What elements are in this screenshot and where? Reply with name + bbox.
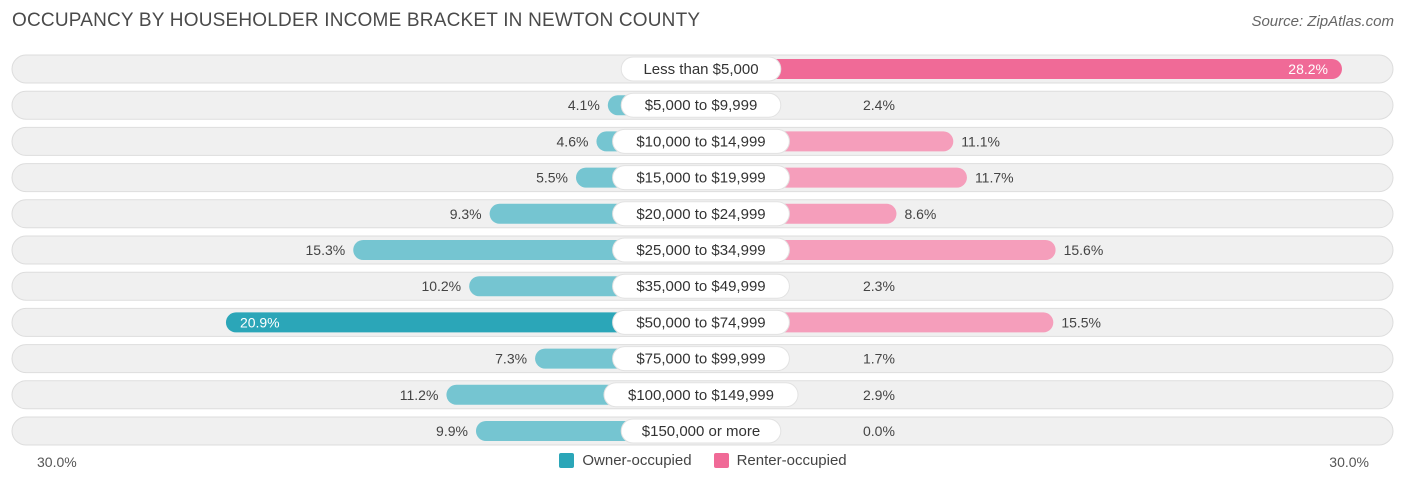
renter-value-label: 28.2% bbox=[1288, 61, 1328, 77]
owner-bar bbox=[225, 312, 701, 333]
renter-bar bbox=[701, 59, 1342, 79]
axis-min-label: 30.0% bbox=[37, 454, 77, 470]
renter-value-label: 1.7% bbox=[863, 351, 895, 367]
category-pill bbox=[612, 201, 790, 227]
category-pill bbox=[612, 165, 790, 191]
legend-swatch-renter bbox=[713, 453, 729, 468]
category-label: $5,000 to $9,999 bbox=[645, 97, 758, 114]
renter-value-label: 11.7% bbox=[975, 170, 1014, 186]
category-pill bbox=[620, 92, 782, 118]
renter-value-label: 8.6% bbox=[904, 206, 936, 222]
legend-label-renter: Renter-occupied bbox=[736, 452, 847, 469]
renter-value-label: 15.5% bbox=[1061, 314, 1101, 330]
owner-value-label: 10.2% bbox=[421, 278, 461, 294]
owner-value-label: 4.6% bbox=[557, 133, 589, 149]
owner-value-label: 9.9% bbox=[436, 423, 468, 439]
chart-source: Source: ZipAtlas.com bbox=[1251, 13, 1394, 30]
owner-value-label: 20.9% bbox=[240, 314, 280, 330]
renter-bar bbox=[701, 240, 1056, 260]
axis-max-label: 30.0% bbox=[1329, 454, 1369, 470]
owner-value-label: 4.1% bbox=[568, 97, 600, 113]
category-pill bbox=[620, 418, 782, 444]
category-label: $150,000 or more bbox=[642, 423, 760, 440]
category-pill bbox=[612, 128, 790, 154]
category-pill bbox=[612, 237, 790, 263]
legend-item-owner: Owner-occupied bbox=[559, 452, 692, 469]
owner-value-label: 5.5% bbox=[536, 170, 568, 186]
category-pill bbox=[612, 309, 790, 335]
owner-value-label: 15.3% bbox=[306, 242, 346, 258]
legend-label-owner: Owner-occupied bbox=[582, 452, 692, 469]
category-label: $10,000 to $14,999 bbox=[636, 133, 765, 150]
renter-value-label: 0.0% bbox=[863, 423, 895, 439]
category-label: $35,000 to $49,999 bbox=[636, 278, 765, 295]
renter-value-label: 2.9% bbox=[863, 387, 895, 403]
category-label: $75,000 to $99,999 bbox=[636, 351, 765, 368]
owner-value-label: 7.3% bbox=[495, 351, 527, 367]
chart-title: OCCUPANCY BY HOUSEHOLDER INCOME BRACKET … bbox=[12, 10, 701, 31]
owner-value-label: 11.2% bbox=[400, 387, 439, 403]
category-label: $15,000 to $19,999 bbox=[636, 170, 765, 187]
category-label: $50,000 to $74,999 bbox=[636, 314, 765, 331]
renter-value-label: 11.1% bbox=[961, 133, 1000, 149]
category-label: $25,000 to $34,999 bbox=[636, 242, 765, 259]
renter-value-label: 2.3% bbox=[863, 278, 895, 294]
legend-item-renter: Renter-occupied bbox=[713, 452, 847, 469]
category-pill bbox=[612, 346, 790, 372]
renter-bar bbox=[701, 312, 1054, 333]
chart: 1.6%28.2%Less than $5,0004.1%2.4%$5,000 … bbox=[11, 54, 1394, 446]
renter-value-label: 2.4% bbox=[863, 97, 895, 113]
owner-value-label: 9.3% bbox=[450, 206, 482, 222]
legend: Owner-occupied Renter-occupied bbox=[0, 452, 1406, 469]
category-pill bbox=[620, 56, 782, 82]
legend-swatch-owner bbox=[559, 453, 575, 468]
category-pill bbox=[612, 273, 790, 299]
category-label: Less than $5,000 bbox=[643, 61, 758, 78]
category-label: $100,000 to $149,999 bbox=[628, 387, 774, 404]
renter-value-label: 15.6% bbox=[1064, 242, 1104, 258]
category-label: $20,000 to $24,999 bbox=[636, 206, 765, 223]
category-pill bbox=[603, 382, 799, 408]
